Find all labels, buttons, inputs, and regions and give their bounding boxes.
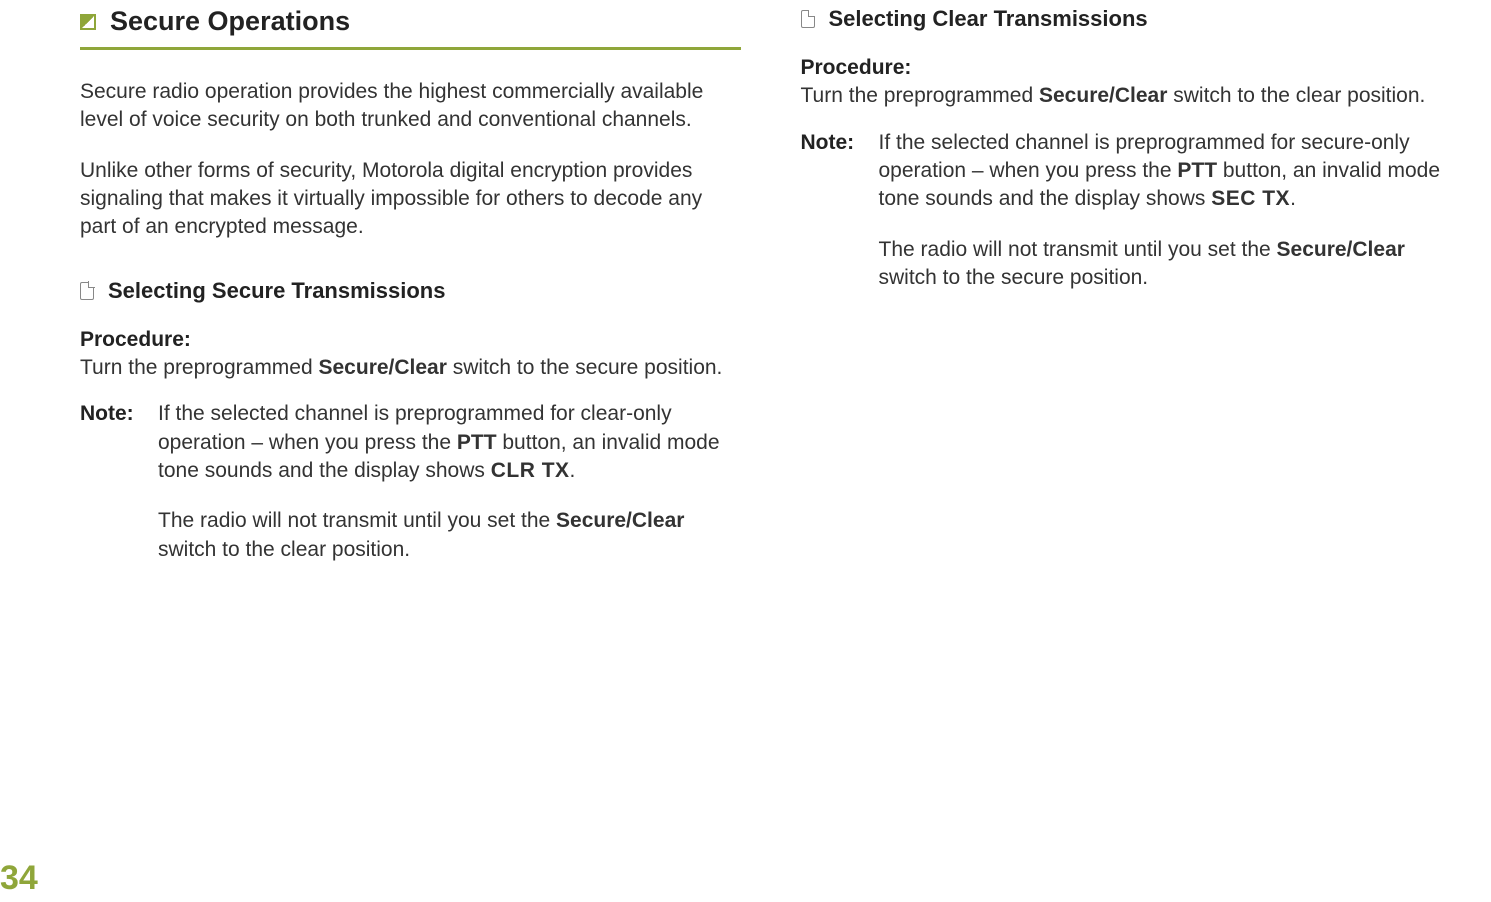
note-body: If the selected channel is preprogrammed…	[158, 400, 741, 586]
intro-paragraph-1: Secure radio operation provides the high…	[80, 78, 741, 135]
note-block-clear: Note: If the selected channel is preprog…	[801, 129, 1462, 315]
h1-row: Secure Operations	[80, 6, 741, 37]
note1e: .	[570, 459, 576, 482]
right-column: Selecting Clear Transmissions Procedure:…	[801, 0, 1462, 586]
note2a: The radio will not transmit until you se…	[879, 238, 1277, 261]
note2c: switch to the secure position.	[879, 266, 1149, 289]
note-p1: If the selected channel is preprogrammed…	[879, 129, 1462, 214]
intro-paragraph-2: Unlike other forms of security, Motorola…	[80, 157, 741, 242]
procedure-clear: Procedure: Turn the preprogrammed Secure…	[801, 54, 1462, 111]
h1-title: Secure Operations	[110, 6, 350, 37]
side-section-label: Advanced Features	[0, 565, 4, 842]
content-columns: Secure Operations Secure radio operation…	[80, 0, 1461, 586]
page: Advanced Features 34 Secure Operations S…	[0, 0, 1491, 902]
note-label: Note:	[801, 129, 859, 315]
proc-text-pre: Turn the preprogrammed	[801, 84, 1040, 107]
section-square-icon	[80, 14, 96, 30]
note-p1: If the selected channel is preprogrammed…	[158, 400, 741, 485]
note-p2: The radio will not transmit until you se…	[158, 507, 741, 564]
proc-text-bold: Secure/Clear	[319, 356, 447, 379]
proc-text-post: switch to the secure position.	[447, 356, 722, 379]
proc-text-bold: Secure/Clear	[1039, 84, 1167, 107]
page-number: 34	[0, 859, 38, 898]
note1d: CLR TX	[491, 459, 570, 482]
h2-row-clear: Selecting Clear Transmissions	[801, 6, 1462, 32]
note2a: The radio will not transmit until you se…	[158, 509, 556, 532]
procedure-label: Procedure:	[80, 328, 191, 351]
note-body: If the selected channel is preprogrammed…	[879, 129, 1462, 315]
note-block-secure: Note: If the selected channel is preprog…	[80, 400, 741, 586]
page-icon	[80, 282, 94, 300]
left-column: Secure Operations Secure radio operation…	[80, 0, 741, 586]
note2c: switch to the clear position.	[158, 538, 410, 561]
note1e: .	[1290, 187, 1296, 210]
note-label: Note:	[80, 400, 138, 586]
note1d: SEC TX	[1211, 187, 1290, 210]
h1-underline	[80, 47, 741, 50]
note1b: PTT	[1177, 159, 1217, 182]
procedure-label: Procedure:	[801, 56, 912, 79]
h2-secure: Selecting Secure Transmissions	[108, 278, 445, 304]
note1b: PTT	[457, 431, 497, 454]
procedure-secure: Procedure: Turn the preprogrammed Secure…	[80, 326, 741, 383]
page-icon	[801, 10, 815, 28]
note2b: Secure/Clear	[1277, 238, 1405, 261]
h2-row-secure: Selecting Secure Transmissions	[80, 278, 741, 304]
note-p2: The radio will not transmit until you se…	[879, 236, 1462, 293]
h2-clear: Selecting Clear Transmissions	[829, 6, 1148, 32]
proc-text-pre: Turn the preprogrammed	[80, 356, 319, 379]
proc-text-post: switch to the clear position.	[1167, 84, 1425, 107]
note2b: Secure/Clear	[556, 509, 684, 532]
